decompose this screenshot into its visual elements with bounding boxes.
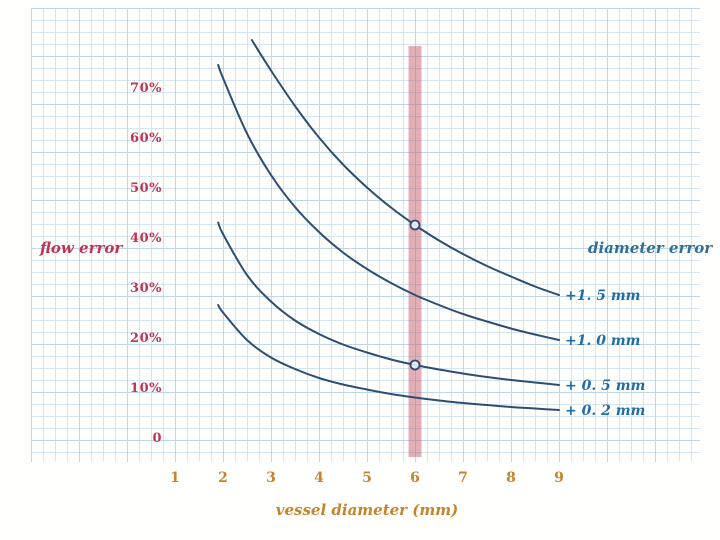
highlight-band <box>408 46 422 457</box>
y-tick-label: 10% <box>130 381 162 396</box>
x-tick-label: 7 <box>458 470 468 486</box>
y-tick-label: 70% <box>130 81 162 96</box>
curve-1.5mm <box>250 39 560 296</box>
grid-paper <box>31 8 700 462</box>
legend-title: diameter error <box>588 239 713 257</box>
y-tick-label: 60% <box>130 131 162 146</box>
curve-0.5mm <box>217 221 560 386</box>
curve-label-0.5mm: + 0. 5 mm <box>565 378 646 394</box>
x-tick-label: 4 <box>314 470 324 486</box>
curve-marker <box>409 219 421 231</box>
x-axis-title: vessel diameter (mm) <box>275 501 459 519</box>
y-tick-label: 20% <box>130 331 162 346</box>
y-axis-title: flow error <box>40 239 123 257</box>
y-tick-label: 30% <box>130 281 162 296</box>
curve-label-0.2mm: + 0. 2 mm <box>565 403 646 419</box>
x-tick-label: 1 <box>170 470 180 486</box>
curve-0.2mm <box>217 304 560 411</box>
curve-1mm <box>217 64 560 341</box>
curve-marker <box>409 359 421 371</box>
x-tick-label: 8 <box>506 470 516 486</box>
curve-label-1.5mm: +1. 5 mm <box>565 288 641 304</box>
curve-label-1mm: +1. 0 mm <box>565 333 641 349</box>
y-tick-label: 0 <box>152 431 162 446</box>
x-tick-label: 6 <box>410 470 420 486</box>
x-tick-label: 5 <box>362 470 372 486</box>
x-tick-label: 9 <box>554 470 564 486</box>
y-tick-label: 50% <box>130 181 162 196</box>
x-tick-label: 2 <box>218 470 228 486</box>
y-tick-label: 40% <box>130 231 162 246</box>
x-tick-label: 3 <box>266 470 276 486</box>
